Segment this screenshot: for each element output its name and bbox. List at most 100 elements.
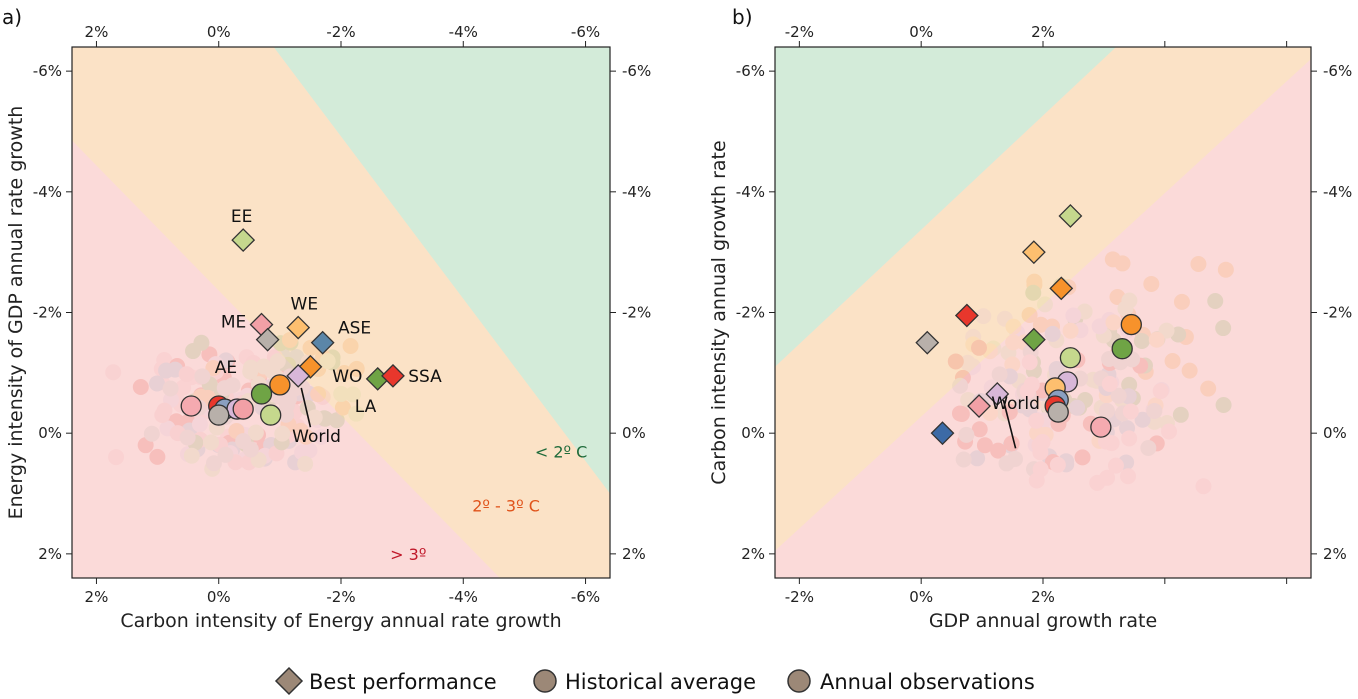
annual-observation-point bbox=[1161, 423, 1178, 440]
annual-observation-point bbox=[278, 397, 295, 414]
annual-observation-point bbox=[1164, 353, 1181, 370]
annotation-label: World bbox=[292, 427, 341, 447]
annual-observation-point bbox=[1107, 457, 1124, 474]
x-tick-label-top: 2% bbox=[1031, 23, 1055, 41]
annual-observation-point bbox=[1122, 403, 1139, 420]
annual-observation-point bbox=[163, 391, 180, 408]
annual-observation-point bbox=[1118, 454, 1135, 471]
panel-label: b) bbox=[732, 5, 753, 29]
annual-observation-point bbox=[1044, 325, 1061, 342]
annual-observation-point bbox=[229, 423, 246, 440]
annual-observation-point bbox=[299, 399, 316, 416]
annual-observation-point bbox=[1003, 435, 1020, 452]
annual-observation-point bbox=[191, 416, 208, 433]
annual-observation-point bbox=[1021, 354, 1038, 371]
zone-label-orange: 2º - 3º C bbox=[472, 497, 540, 516]
annual-observation-point bbox=[216, 380, 233, 397]
annual-observation-point bbox=[269, 355, 286, 372]
annual-observation-point bbox=[280, 427, 297, 444]
annual-observation-point bbox=[1217, 261, 1234, 278]
annual-observation-point bbox=[179, 446, 196, 463]
annual-observation-point bbox=[990, 442, 1007, 459]
annual-observation-point bbox=[965, 328, 982, 345]
annual-observation-point bbox=[183, 447, 200, 464]
annual-observation-point bbox=[237, 426, 254, 443]
x-tick-label-top: -6% bbox=[571, 23, 600, 41]
legend-historical-marker bbox=[533, 669, 557, 693]
best-performance-point bbox=[1021, 327, 1046, 352]
annual-observation-point bbox=[1023, 376, 1040, 393]
annual-observation-point bbox=[238, 349, 255, 366]
annual-observation-point bbox=[192, 431, 209, 448]
annotation-leader bbox=[1002, 399, 1017, 449]
annual-observation-point bbox=[1067, 310, 1084, 327]
annual-observation-point bbox=[194, 368, 211, 385]
annual-observation-point bbox=[1019, 392, 1036, 409]
annual-observation-point bbox=[991, 366, 1008, 383]
x-tick-label-bottom: -6% bbox=[571, 588, 600, 606]
annual-observation-point bbox=[242, 363, 259, 380]
y-tick-label-left: -6% bbox=[736, 62, 765, 80]
annual-observation-point bbox=[250, 426, 267, 443]
annual-observation-point bbox=[1103, 374, 1120, 391]
annual-observation-point bbox=[1098, 402, 1115, 419]
annual-observation-point bbox=[201, 346, 218, 363]
annual-observation-point bbox=[1037, 426, 1054, 443]
annual-observation-point bbox=[1172, 406, 1189, 423]
annual-observation-point bbox=[309, 411, 326, 428]
best-performance-point bbox=[231, 228, 256, 253]
annual-observation-point bbox=[253, 364, 270, 381]
annual-observation-point bbox=[178, 423, 195, 440]
y-tick-label-right: -2% bbox=[622, 304, 651, 322]
y-tick-label-left: -4% bbox=[33, 183, 62, 201]
annual-observation-point bbox=[1084, 371, 1101, 388]
annual-observation-point bbox=[1153, 381, 1170, 398]
annual-observation-point bbox=[1140, 439, 1157, 456]
y-axis-label: Carbon intensity annual growth rate bbox=[708, 140, 730, 484]
y-tick-label-left: 0% bbox=[38, 424, 62, 442]
annual-observation-point bbox=[222, 445, 239, 462]
annual-observation-point bbox=[1148, 331, 1165, 348]
best-performance-point bbox=[255, 327, 280, 352]
annual-observation-point bbox=[221, 434, 238, 451]
best-performance-point bbox=[930, 421, 955, 446]
best-performance-point bbox=[1021, 240, 1046, 265]
annual-observation-point bbox=[957, 433, 974, 450]
annual-observation-point bbox=[1136, 357, 1153, 374]
y-tick-label-right: -6% bbox=[622, 62, 651, 80]
annual-observation-point bbox=[1215, 320, 1232, 337]
legend-annual-label: Annual observations bbox=[820, 670, 1035, 694]
annual-observation-point bbox=[1024, 354, 1041, 371]
annual-observation-point bbox=[264, 362, 281, 379]
annual-observation-point bbox=[1134, 411, 1151, 428]
annual-observation-point bbox=[1065, 398, 1082, 415]
annual-observation-point bbox=[203, 434, 220, 451]
annual-observation-point bbox=[292, 422, 309, 439]
y-tick-label-left: -2% bbox=[33, 304, 62, 322]
historical-average-point bbox=[260, 404, 282, 426]
annual-observation-point bbox=[108, 449, 125, 466]
annual-observation-point bbox=[976, 437, 993, 454]
annual-observation-point bbox=[169, 358, 186, 375]
annual-observation-point bbox=[286, 404, 303, 421]
annual-observation-point bbox=[288, 388, 305, 405]
annual-observation-point bbox=[224, 441, 241, 458]
historical-average-point bbox=[1047, 401, 1069, 423]
annual-observation-point bbox=[149, 375, 166, 392]
annual-observation-point bbox=[287, 454, 304, 471]
best-performance-point bbox=[310, 330, 335, 355]
annual-observation-point bbox=[1114, 405, 1131, 422]
annual-observation-point bbox=[181, 422, 198, 439]
best-performance-point bbox=[985, 382, 1010, 406]
annual-observation-point bbox=[156, 402, 173, 419]
best-performance-point bbox=[915, 330, 940, 355]
y-tick-label-right: 2% bbox=[1323, 545, 1347, 563]
annual-observation-point bbox=[1105, 314, 1122, 331]
annual-observation-point bbox=[185, 343, 202, 360]
annual-observation-point bbox=[268, 445, 285, 462]
annual-observation-point bbox=[1101, 311, 1118, 328]
legend-historical-label: Historical average bbox=[565, 670, 756, 694]
annual-observation-point bbox=[1032, 444, 1049, 461]
annual-observation-point bbox=[149, 448, 166, 465]
annual-observation-point bbox=[256, 358, 273, 375]
